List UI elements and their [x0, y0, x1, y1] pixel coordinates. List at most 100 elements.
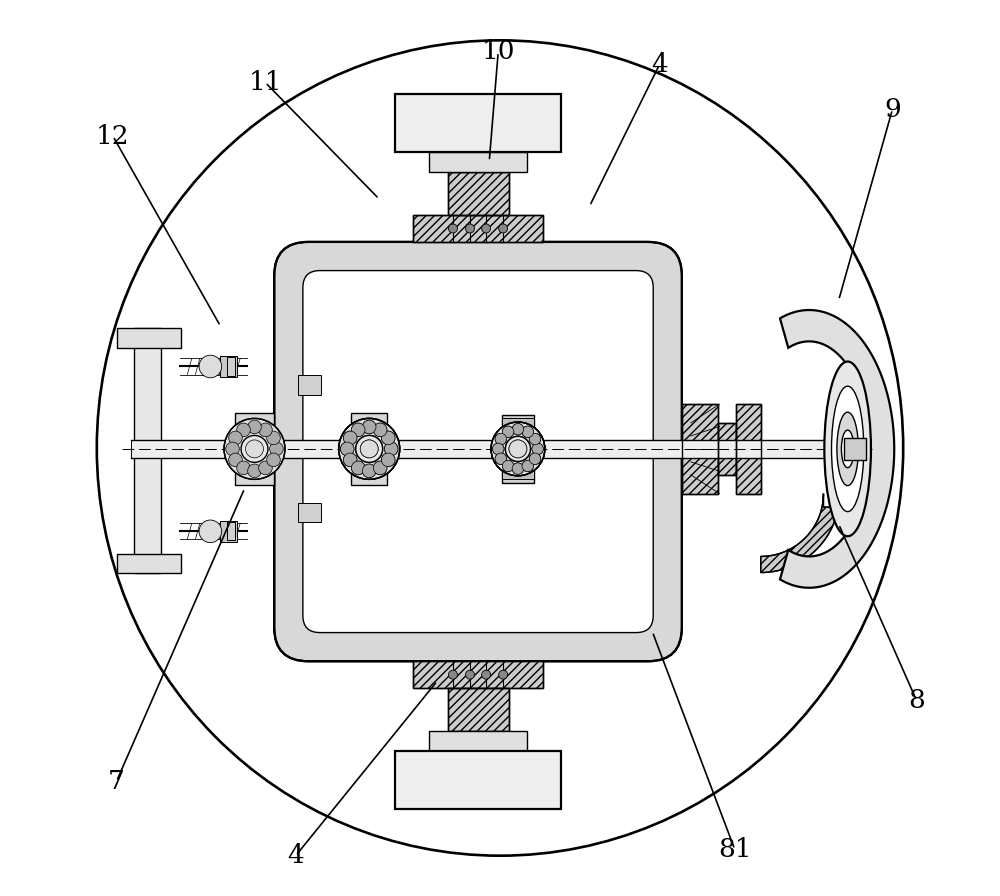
Text: 9: 9 [884, 97, 901, 122]
Bar [736, 404, 761, 494]
Circle shape [241, 435, 268, 462]
Circle shape [360, 440, 378, 458]
Circle shape [381, 431, 395, 444]
Circle shape [362, 464, 376, 478]
Polygon shape [761, 494, 840, 573]
Bar [448, 688, 509, 731]
Circle shape [270, 442, 283, 456]
Circle shape [492, 444, 504, 454]
Circle shape [340, 442, 354, 456]
Ellipse shape [837, 412, 858, 486]
Bar [131, 440, 854, 458]
Circle shape [499, 224, 508, 233]
Circle shape [502, 461, 514, 471]
Circle shape [351, 461, 365, 475]
Text: 7: 7 [108, 769, 125, 794]
Circle shape [448, 670, 457, 679]
Circle shape [482, 670, 491, 679]
Circle shape [495, 434, 507, 444]
Circle shape [339, 418, 400, 479]
Circle shape [381, 453, 395, 467]
Text: 10: 10 [481, 39, 515, 65]
Circle shape [466, 224, 474, 233]
Bar [718, 423, 736, 475]
Circle shape [505, 436, 530, 461]
Circle shape [362, 420, 376, 434]
Circle shape [237, 423, 250, 436]
Circle shape [356, 435, 383, 462]
Circle shape [448, 224, 457, 233]
Bar [682, 404, 718, 494]
Circle shape [199, 355, 222, 378]
Bar [502, 469, 534, 479]
Bar [395, 94, 561, 152]
Circle shape [229, 453, 242, 467]
Bar [413, 661, 543, 688]
Bar [718, 423, 736, 475]
Circle shape [373, 461, 387, 475]
Bar [117, 328, 181, 348]
Circle shape [362, 464, 376, 478]
Circle shape [362, 420, 376, 434]
Circle shape [248, 464, 261, 478]
Circle shape [532, 444, 543, 454]
Text: 81: 81 [718, 837, 752, 862]
Circle shape [381, 453, 395, 467]
Circle shape [259, 461, 272, 475]
Circle shape [499, 670, 508, 679]
Circle shape [373, 423, 387, 436]
Circle shape [532, 444, 543, 454]
Bar [227, 358, 235, 375]
Text: 4: 4 [651, 52, 668, 77]
Circle shape [509, 440, 527, 458]
Circle shape [351, 461, 365, 475]
Text: 4: 4 [287, 843, 304, 868]
Circle shape [502, 426, 514, 437]
Circle shape [492, 444, 504, 454]
Circle shape [491, 422, 545, 476]
Circle shape [509, 440, 527, 458]
Bar [134, 328, 161, 573]
Bar [220, 356, 237, 377]
Circle shape [512, 424, 524, 435]
Circle shape [381, 431, 395, 444]
Circle shape [373, 461, 387, 475]
Circle shape [522, 426, 534, 437]
Circle shape [343, 431, 357, 444]
Circle shape [224, 418, 285, 479]
Text: 11: 11 [248, 70, 282, 95]
Bar [220, 521, 237, 542]
Circle shape [522, 461, 534, 471]
Circle shape [339, 418, 400, 479]
Circle shape [237, 461, 250, 475]
Circle shape [512, 463, 524, 474]
Bar [502, 418, 534, 429]
Circle shape [529, 453, 541, 464]
Circle shape [529, 434, 541, 444]
Circle shape [246, 440, 263, 458]
Bar [736, 404, 761, 494]
Bar [395, 751, 561, 809]
Circle shape [512, 424, 524, 435]
Circle shape [351, 423, 365, 436]
Circle shape [340, 442, 354, 456]
Bar [298, 503, 321, 522]
Circle shape [495, 453, 507, 464]
Polygon shape [780, 310, 894, 588]
Circle shape [351, 423, 365, 436]
Bar [235, 413, 274, 485]
FancyBboxPatch shape [303, 271, 653, 633]
Circle shape [491, 422, 545, 476]
Bar [298, 375, 321, 395]
Bar [448, 688, 509, 731]
Circle shape [373, 423, 387, 436]
Circle shape [495, 434, 507, 444]
Bar [117, 554, 181, 573]
Circle shape [522, 461, 534, 471]
Circle shape [522, 426, 534, 437]
Circle shape [495, 453, 507, 464]
Circle shape [343, 431, 357, 444]
Circle shape [466, 670, 474, 679]
Circle shape [267, 431, 280, 444]
Bar [429, 152, 527, 172]
